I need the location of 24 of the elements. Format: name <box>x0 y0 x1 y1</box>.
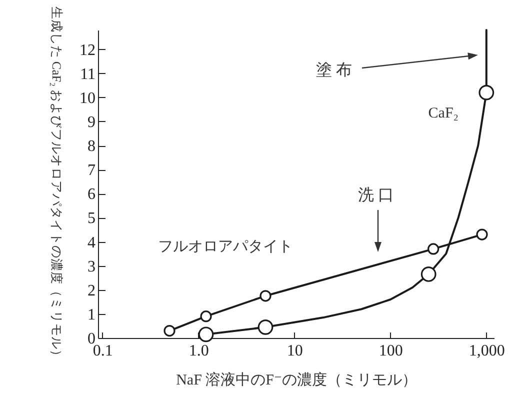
series-label: CaF₂ <box>428 106 459 122</box>
annotation: 塗布 <box>316 61 356 79</box>
y-tick-label: 10 <box>80 90 96 107</box>
x-tick-label: 1.0 <box>188 342 209 360</box>
y-tick-label: 2 <box>88 282 96 300</box>
y-tick-label: 6 <box>88 186 96 204</box>
x-tick-label: 1,000 <box>468 342 505 360</box>
y-tick-label: 12 <box>80 42 96 59</box>
y-tick-label: 11 <box>80 66 96 83</box>
y-tick-label: 1 <box>88 306 96 324</box>
y-tick-label: 4 <box>88 234 96 252</box>
annotation: 洗口 <box>358 186 398 204</box>
y-tick-label: 8 <box>88 138 96 155</box>
x-tick-label: 10 <box>286 342 303 360</box>
y-tick-label: 9 <box>88 114 96 131</box>
x-tick-label: 100 <box>378 342 403 360</box>
y-tick-label: 7 <box>88 162 96 180</box>
y-tick-label: 3 <box>88 258 96 276</box>
x-tick-label: 0.1 <box>92 342 113 360</box>
x-axis-title: NaF 溶液中のF⁻の濃度（ミリモル） <box>176 372 417 388</box>
y-axis-title: 生成した CaF₂ およびフルオロアパタイトの濃度（ミリモル） <box>50 6 64 363</box>
y-tick-label: 5 <box>88 210 96 228</box>
y-tick-label: 0 <box>88 330 96 348</box>
text: フルオロアパタイト <box>158 238 293 255</box>
